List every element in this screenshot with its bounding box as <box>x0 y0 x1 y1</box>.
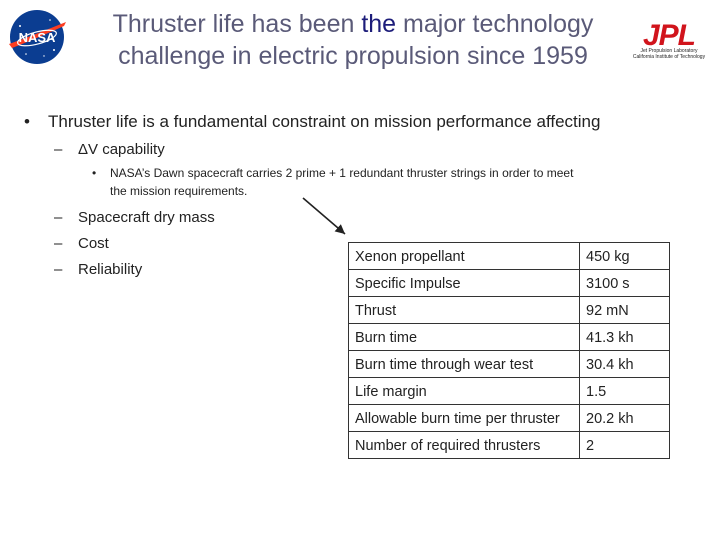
sub-bullet-text: Cost <box>78 235 109 252</box>
jpl-logo: JPL Jet Propulsion Laboratory California… <box>622 20 716 60</box>
row-label: Thrust <box>348 296 580 324</box>
slide-title: Thruster life has been the major technol… <box>88 8 618 72</box>
dawn-thruster-table: Xenon propellant 450 kg Specific Impulse 3… <box>348 242 670 459</box>
jpl-name-line: Jet Propulsion Laboratory <box>640 48 698 54</box>
row-value: 92 mN <box>579 296 670 324</box>
title-line-1: Thruster life has been the major technol… <box>112 10 594 38</box>
main-bullet-text: Thruster life is a fundamental constrain… <box>48 112 601 131</box>
table-row: Life margin 1.5 <box>348 377 670 405</box>
row-label: Life margin <box>348 377 580 405</box>
jpl-logo-text: JPL <box>643 20 695 48</box>
table-row: Allowable burn time per thruster 20.2 kh <box>348 404 670 432</box>
row-value: 3100 s <box>579 269 670 297</box>
table-row: Xenon propellant 450 kg <box>348 242 670 270</box>
title-line-2: challenge in electric propulsion since 1… <box>118 42 588 70</box>
table-row: Specific Impulse 3100 s <box>348 269 670 297</box>
row-value: 1.5 <box>579 377 670 405</box>
sub-bullet-text: ΔV capability <box>78 141 165 158</box>
row-value: 20.2 kh <box>579 404 670 432</box>
sub-bullet-delta-v: – ΔV capability <box>54 141 165 158</box>
row-label: Xenon propellant <box>348 242 580 270</box>
bullet-marker: • <box>24 112 30 131</box>
row-label: Burn time <box>348 323 580 351</box>
row-value: 30.4 kh <box>579 350 670 378</box>
nasa-logo-text: NASA <box>19 30 56 45</box>
row-value: 2 <box>579 431 670 459</box>
table-row: Thrust 92 mN <box>348 296 670 324</box>
sub-bullet-reliability: – Reliability <box>54 261 143 278</box>
dawn-note-line-2: the mission requirements. <box>110 184 248 198</box>
main-bullet: • Thruster life is a fundamental constrai… <box>24 112 600 132</box>
dawn-note-line-1: NASA’s Dawn spacecraft carries 2 prime +… <box>110 166 574 180</box>
sub-bullet-text: Spacecraft dry mass <box>78 209 215 226</box>
row-label: Allowable burn time per thruster <box>348 404 580 432</box>
table-row: Burn time 41.3 kh <box>348 323 670 351</box>
sub-bullet-dry-mass: – Spacecraft dry mass <box>54 209 215 226</box>
sub-bullet-cost: – Cost <box>54 235 109 252</box>
row-value: 41.3 kh <box>579 323 670 351</box>
table-row: Burn time through wear test 30.4 kh <box>348 350 670 378</box>
title-highlight-word: the <box>361 10 397 38</box>
row-label: Specific Impulse <box>348 269 580 297</box>
sub-sub-bullet-dawn: • NASA’s Dawn spacecraft carries 2 prime … <box>92 164 692 200</box>
jpl-institute-line: California Institute of Technology <box>632 54 706 60</box>
nasa-logo: NASA <box>6 8 68 66</box>
sub-bullet-text: Reliability <box>78 261 143 278</box>
row-label: Burn time through wear test <box>348 350 580 378</box>
row-value: 450 kg <box>579 242 670 270</box>
row-label: Number of required thrusters <box>348 431 580 459</box>
table-row: Number of required thrusters 2 <box>348 431 670 459</box>
